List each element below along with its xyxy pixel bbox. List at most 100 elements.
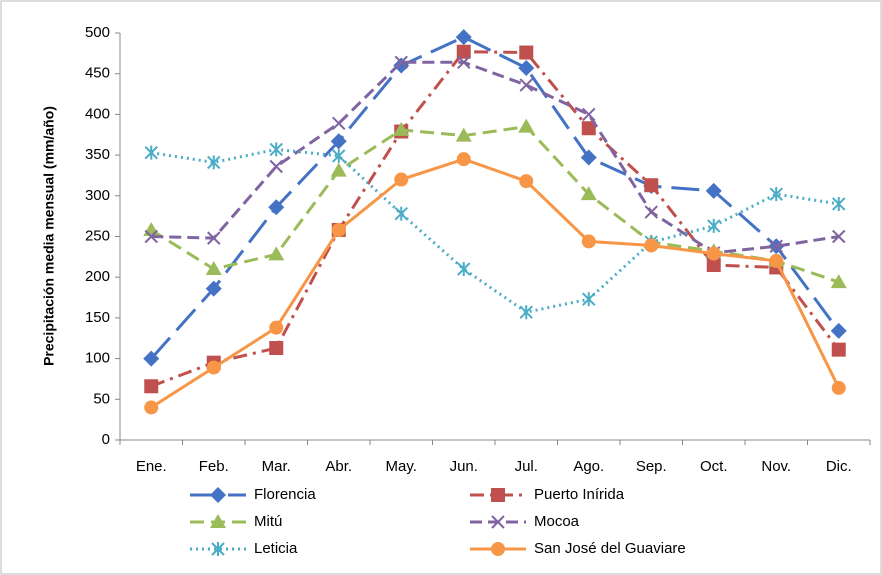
y-tick-label: 200: [85, 268, 110, 285]
marker: [455, 29, 472, 46]
marker: [519, 45, 534, 60]
marker: [394, 55, 408, 70]
marker: [269, 320, 284, 335]
marker: [394, 206, 408, 221]
legend-label: Florencia: [254, 486, 316, 503]
legend-label: Puerto Inírida: [534, 486, 625, 503]
marker: [769, 239, 783, 253]
series-line: [150, 125, 840, 284]
y-tick-label: 50: [93, 390, 110, 407]
marker: [518, 60, 535, 77]
marker: [582, 107, 596, 122]
marker: [330, 162, 347, 177]
series-line: [150, 35, 840, 360]
marker: [332, 116, 346, 131]
x-tick-label: Oct.: [700, 458, 728, 475]
marker: [519, 305, 533, 320]
marker: [491, 542, 505, 556]
marker: [330, 133, 347, 150]
marker: [705, 182, 722, 199]
marker: [644, 178, 659, 193]
marker: [519, 78, 533, 92]
y-tick-label: 300: [85, 187, 110, 204]
marker: [706, 257, 721, 272]
marker: [491, 515, 505, 529]
x-tick-label: May.: [386, 458, 417, 475]
marker: [144, 145, 158, 160]
y-axis-label: Precipitación media mensual (mm/año): [41, 106, 57, 366]
marker: [210, 514, 226, 528]
y-tick-label: 0: [102, 431, 110, 448]
series-line: [150, 157, 841, 409]
series-line: [150, 50, 840, 388]
marker: [769, 187, 783, 202]
marker: [581, 121, 596, 136]
y-tick-label: 450: [85, 65, 110, 82]
y-tick-label: 350: [85, 146, 110, 163]
marker: [207, 155, 221, 170]
y-tick-label: 250: [85, 227, 110, 244]
marker: [706, 246, 721, 261]
marker: [519, 174, 534, 189]
marker: [455, 127, 472, 142]
legend-label: San José del Guaviare: [534, 540, 686, 557]
marker: [769, 253, 784, 268]
marker: [832, 229, 846, 244]
marker: [644, 205, 658, 219]
x-tick-label: Jul.: [515, 458, 538, 475]
marker: [457, 55, 471, 70]
marker: [205, 261, 222, 276]
series-line: [151, 60, 839, 255]
marker: [518, 118, 535, 133]
marker: [581, 234, 596, 249]
marker: [206, 360, 221, 375]
y-tick-label: 150: [85, 309, 110, 326]
x-tick-label: Mar.: [262, 458, 291, 475]
x-tick-label: Dic.: [826, 458, 852, 475]
marker: [831, 342, 846, 357]
marker: [580, 149, 597, 166]
x-tick-label: Feb.: [199, 458, 229, 475]
marker: [268, 199, 285, 216]
legend-label: Mocoa: [534, 513, 580, 530]
marker: [830, 274, 847, 289]
x-tick-label: Ago.: [573, 458, 604, 475]
x-tick-label: Ene.: [136, 458, 167, 475]
marker: [831, 380, 846, 395]
marker: [268, 246, 285, 261]
marker: [830, 322, 847, 339]
marker: [580, 186, 597, 201]
series-line: [151, 147, 839, 314]
marker: [393, 121, 410, 136]
marker: [144, 400, 159, 415]
marker: [491, 488, 505, 502]
marker: [207, 231, 221, 245]
marker: [269, 341, 284, 356]
marker: [644, 238, 659, 253]
marker: [582, 292, 596, 307]
marker: [144, 229, 158, 244]
legend-label: Leticia: [254, 540, 298, 557]
marker: [210, 487, 226, 503]
y-tick-label: 500: [85, 24, 110, 41]
marker: [332, 148, 346, 163]
marker: [832, 196, 846, 211]
marker: [269, 142, 283, 157]
x-tick-label: Jun.: [450, 458, 478, 475]
x-tick-label: Abr.: [325, 458, 352, 475]
marker: [205, 280, 222, 297]
marker: [456, 44, 471, 59]
marker: [269, 159, 283, 174]
legend-label: Mitú: [254, 513, 282, 530]
marker: [211, 542, 225, 556]
marker: [707, 218, 721, 233]
marker: [457, 262, 471, 277]
y-tick-label: 100: [85, 350, 110, 367]
marker: [394, 172, 409, 187]
marker: [331, 222, 346, 237]
marker: [143, 350, 160, 367]
marker: [456, 152, 471, 167]
